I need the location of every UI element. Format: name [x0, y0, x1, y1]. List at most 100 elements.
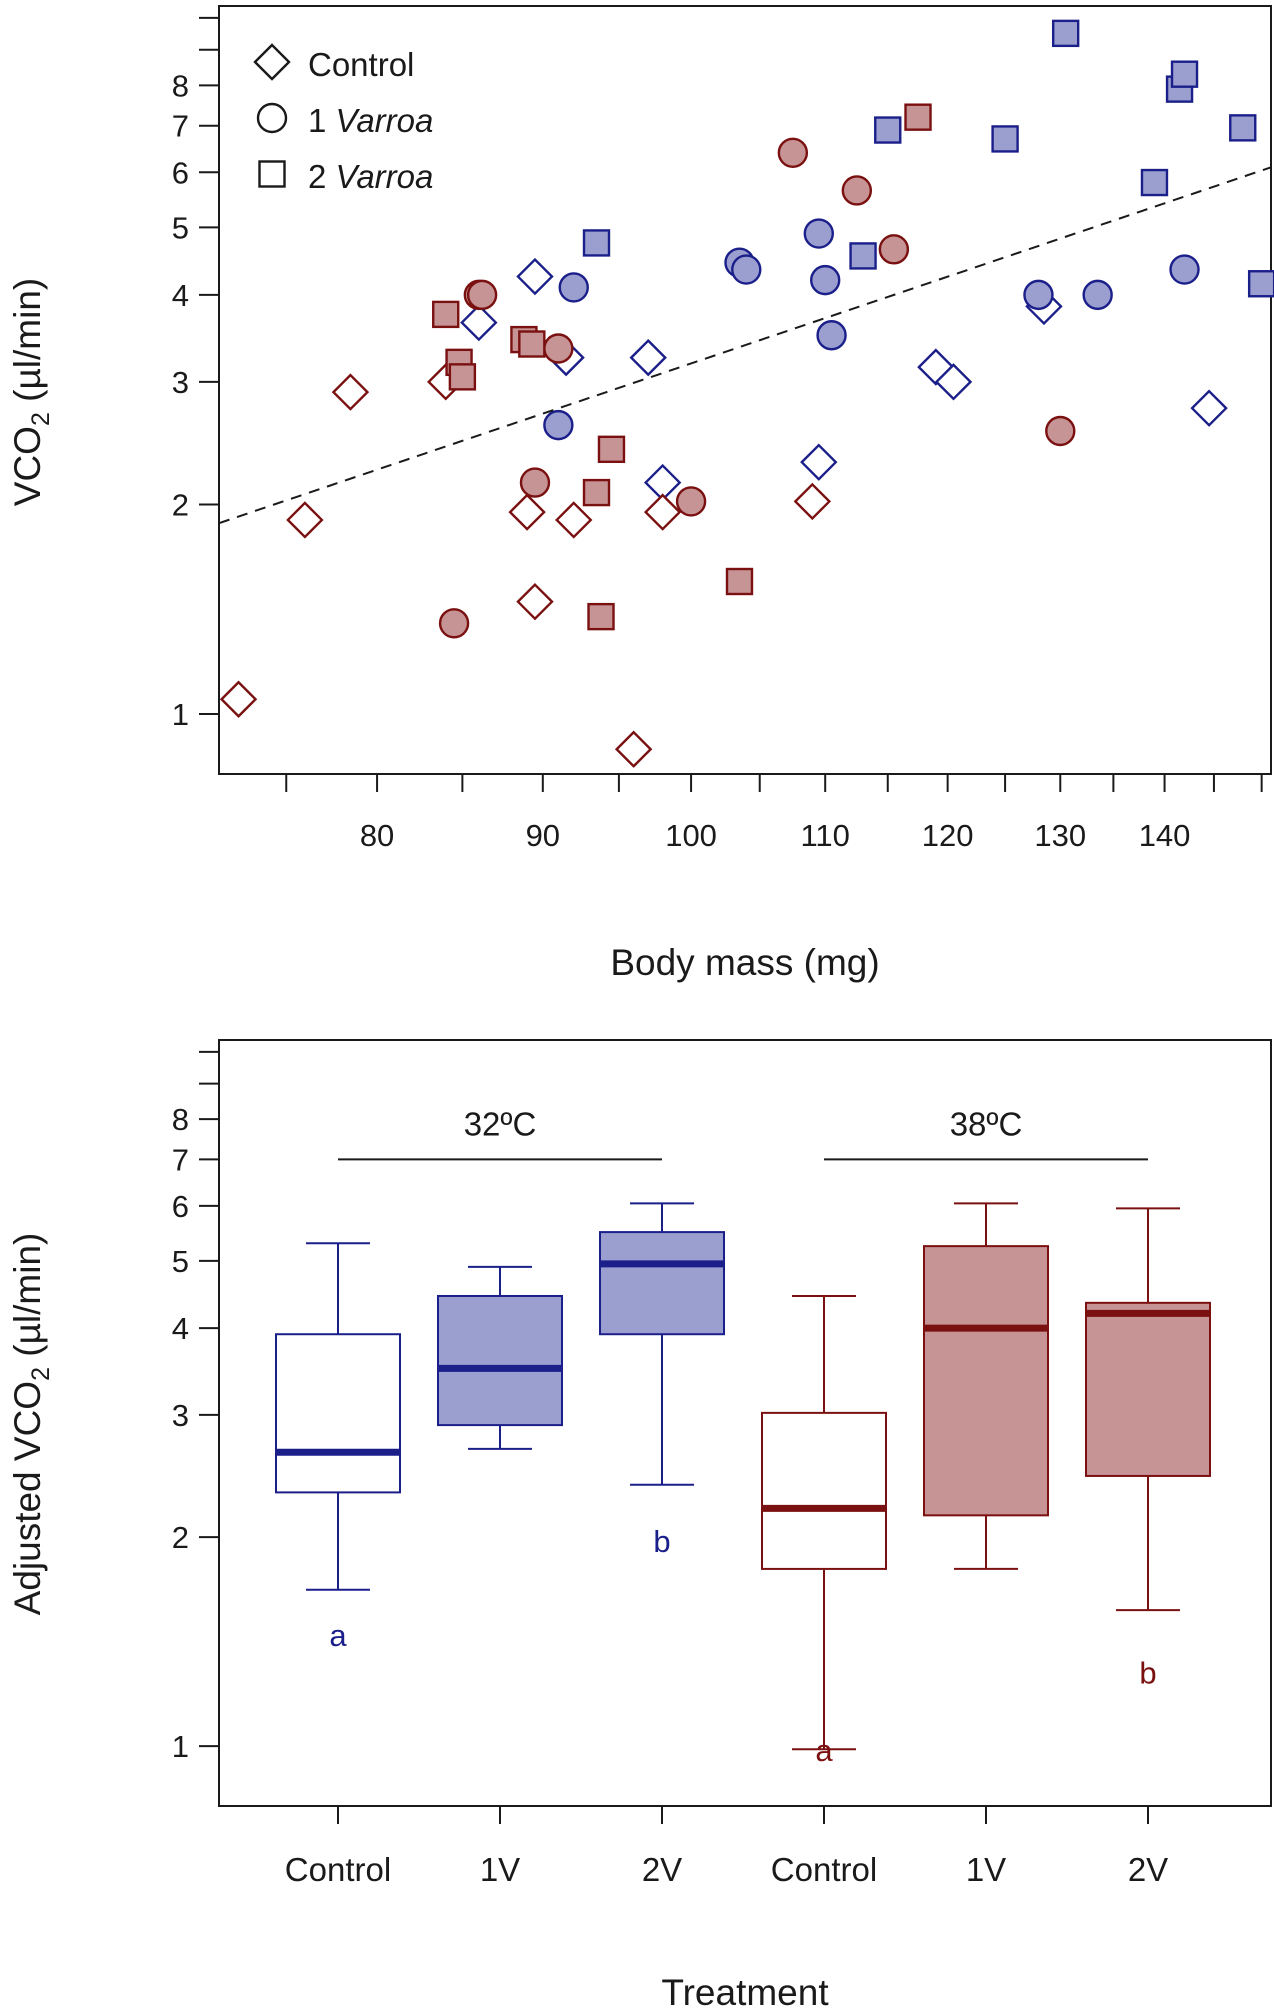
boxplot-y-tick-label: 7: [172, 1142, 189, 1177]
boxplot-x-tick-label: 1V: [480, 1851, 520, 1888]
scatter-panel: 1 2 3 4 5 6 7 8 80 90 100 110 120 130 140 Control 1 V…: [7, 5, 1274, 983]
data-point-diamond: [1190, 389, 1228, 427]
data-point-circle: [816, 320, 847, 351]
group-bracket-label: 38ºC: [950, 1105, 1023, 1142]
legend-label-control: Control: [308, 46, 414, 83]
data-point-square: [1247, 270, 1274, 298]
data-point-circle: [438, 608, 470, 639]
data-point-diamond: [508, 493, 546, 531]
box-iqr: [275, 1333, 401, 1494]
boxplot-x-tick-label: 2V: [642, 1851, 682, 1888]
box-iqr: [599, 1231, 725, 1336]
data-point-circle: [1082, 279, 1113, 311]
scatter-y-axis: 1 2 3 4 5 6 7 8: [172, 16, 219, 732]
boxplot-x-tick-label: 1V: [966, 1851, 1006, 1888]
data-point-circle: [1023, 279, 1054, 311]
scatter-points: [219, 19, 1274, 768]
data-point-square: [432, 300, 460, 329]
boxplot-y-axis-title: Adjusted VCO2 (µl/min): [7, 1233, 55, 1616]
data-point-square: [991, 125, 1019, 153]
legend-label-2-varroa: 2 Varroa: [308, 158, 433, 195]
scatter-x-tick-label: 90: [526, 818, 560, 853]
data-point-diamond: [614, 730, 653, 768]
boxplot-x-tick-label: Control: [285, 1851, 391, 1888]
data-point-diamond: [800, 443, 838, 481]
data-point-diamond: [219, 680, 258, 718]
scatter-x-axis-title: Body mass (mg): [610, 942, 879, 983]
data-point-square: [518, 330, 546, 358]
box-iqr: [761, 1411, 887, 1570]
significance-letter: b: [1139, 1656, 1156, 1691]
scatter-y-tick-label: 3: [172, 365, 189, 400]
data-point-circle: [809, 264, 841, 296]
scatter-y-tick-label: 5: [172, 210, 189, 245]
boxplot-y-tick-label: 4: [172, 1311, 189, 1346]
data-point-circle: [675, 486, 707, 517]
box-red-1v: [923, 1202, 1049, 1570]
data-point-square: [1170, 60, 1199, 88]
scatter-x-tick-label: 110: [800, 818, 849, 853]
data-point-circle: [878, 234, 910, 265]
data-point-square: [904, 103, 932, 131]
data-point-circle: [543, 409, 574, 441]
boxplot-panel: 1 2 3 4 5 6 7 8 Control 1V 2V Control 1V 2V a b a b 32º…: [7, 1039, 1272, 2012]
data-point-square: [448, 363, 477, 391]
boxplot-y-tick-label: 3: [172, 1398, 189, 1433]
scatter-y-tick-label: 8: [172, 68, 189, 103]
scatter-x-tick-label: 140: [1139, 818, 1191, 853]
boxplot-x-tick-label: Control: [771, 1851, 877, 1888]
scatter-y-tick-label: 6: [172, 155, 189, 190]
boxplot-y-tick-label: 1: [172, 1729, 189, 1764]
group-bracket-label: 32ºC: [464, 1105, 537, 1142]
data-point-diamond: [286, 501, 324, 539]
data-point-square: [582, 229, 611, 257]
boxplot-x-axis: Control 1V 2V Control 1V 2V: [285, 1806, 1168, 1888]
data-point-circle: [777, 137, 809, 168]
data-point-square: [597, 435, 626, 464]
legend: Control 1 Varroa 2 Varroa: [253, 43, 433, 195]
boxplot-y-tick-label: 6: [172, 1189, 189, 1224]
box-blue-control: a: [275, 1242, 401, 1653]
data-point-circle: [558, 272, 589, 303]
scatter-x-tick-label: 130: [1034, 818, 1086, 853]
data-point-diamond: [331, 373, 370, 411]
data-point-diamond: [643, 493, 682, 531]
boxplot-y-tick-label: 8: [172, 1102, 189, 1137]
data-point-square: [587, 602, 615, 631]
significance-letter: b: [653, 1524, 670, 1559]
legend-diamond-icon: [253, 43, 291, 81]
significance-letter: a: [329, 1618, 347, 1653]
data-point-diamond: [555, 501, 593, 539]
data-point-circle: [519, 467, 551, 498]
data-point-circle: [803, 218, 834, 249]
data-point-square: [1229, 114, 1257, 142]
data-point-square: [1140, 168, 1169, 197]
scatter-y-tick-label: 4: [172, 278, 189, 313]
data-point-circle: [466, 279, 498, 311]
data-point-circle: [543, 333, 574, 364]
legend-square-icon: [258, 160, 286, 188]
data-point-circle: [841, 175, 873, 206]
data-point-diamond: [793, 482, 832, 521]
scatter-plot-frame: [218, 5, 1272, 775]
scatter-x-tick-label: 120: [922, 818, 974, 853]
legend-marker-control: [253, 43, 291, 81]
data-point-circle: [1169, 254, 1200, 285]
scatter-y-axis-title: VCO2 (µl/min): [7, 278, 55, 506]
box-red-control: a: [761, 1294, 887, 1768]
box-iqr: [1085, 1301, 1211, 1477]
boxplot-x-tick-label: 2V: [1128, 1851, 1168, 1888]
scatter-x-axis: 80 90 100 110 120 130 140: [285, 774, 1263, 853]
data-point-diamond: [629, 338, 667, 377]
boxplot-boxes: a b a b: [275, 1202, 1211, 1768]
scatter-y-tick-label: 7: [172, 109, 189, 144]
data-point-square: [874, 116, 902, 144]
data-point-square: [849, 242, 877, 270]
box-red-2v: b: [1085, 1207, 1211, 1691]
boxplot-y-tick-label: 2: [172, 1520, 189, 1555]
legend-marker-1-varroa: [256, 102, 288, 134]
legend-label-1-varroa: 1 Varroa: [308, 102, 433, 139]
data-point-diamond: [516, 257, 554, 296]
temperature-group-brackets: 32ºC 38ºC: [338, 1105, 1148, 1161]
